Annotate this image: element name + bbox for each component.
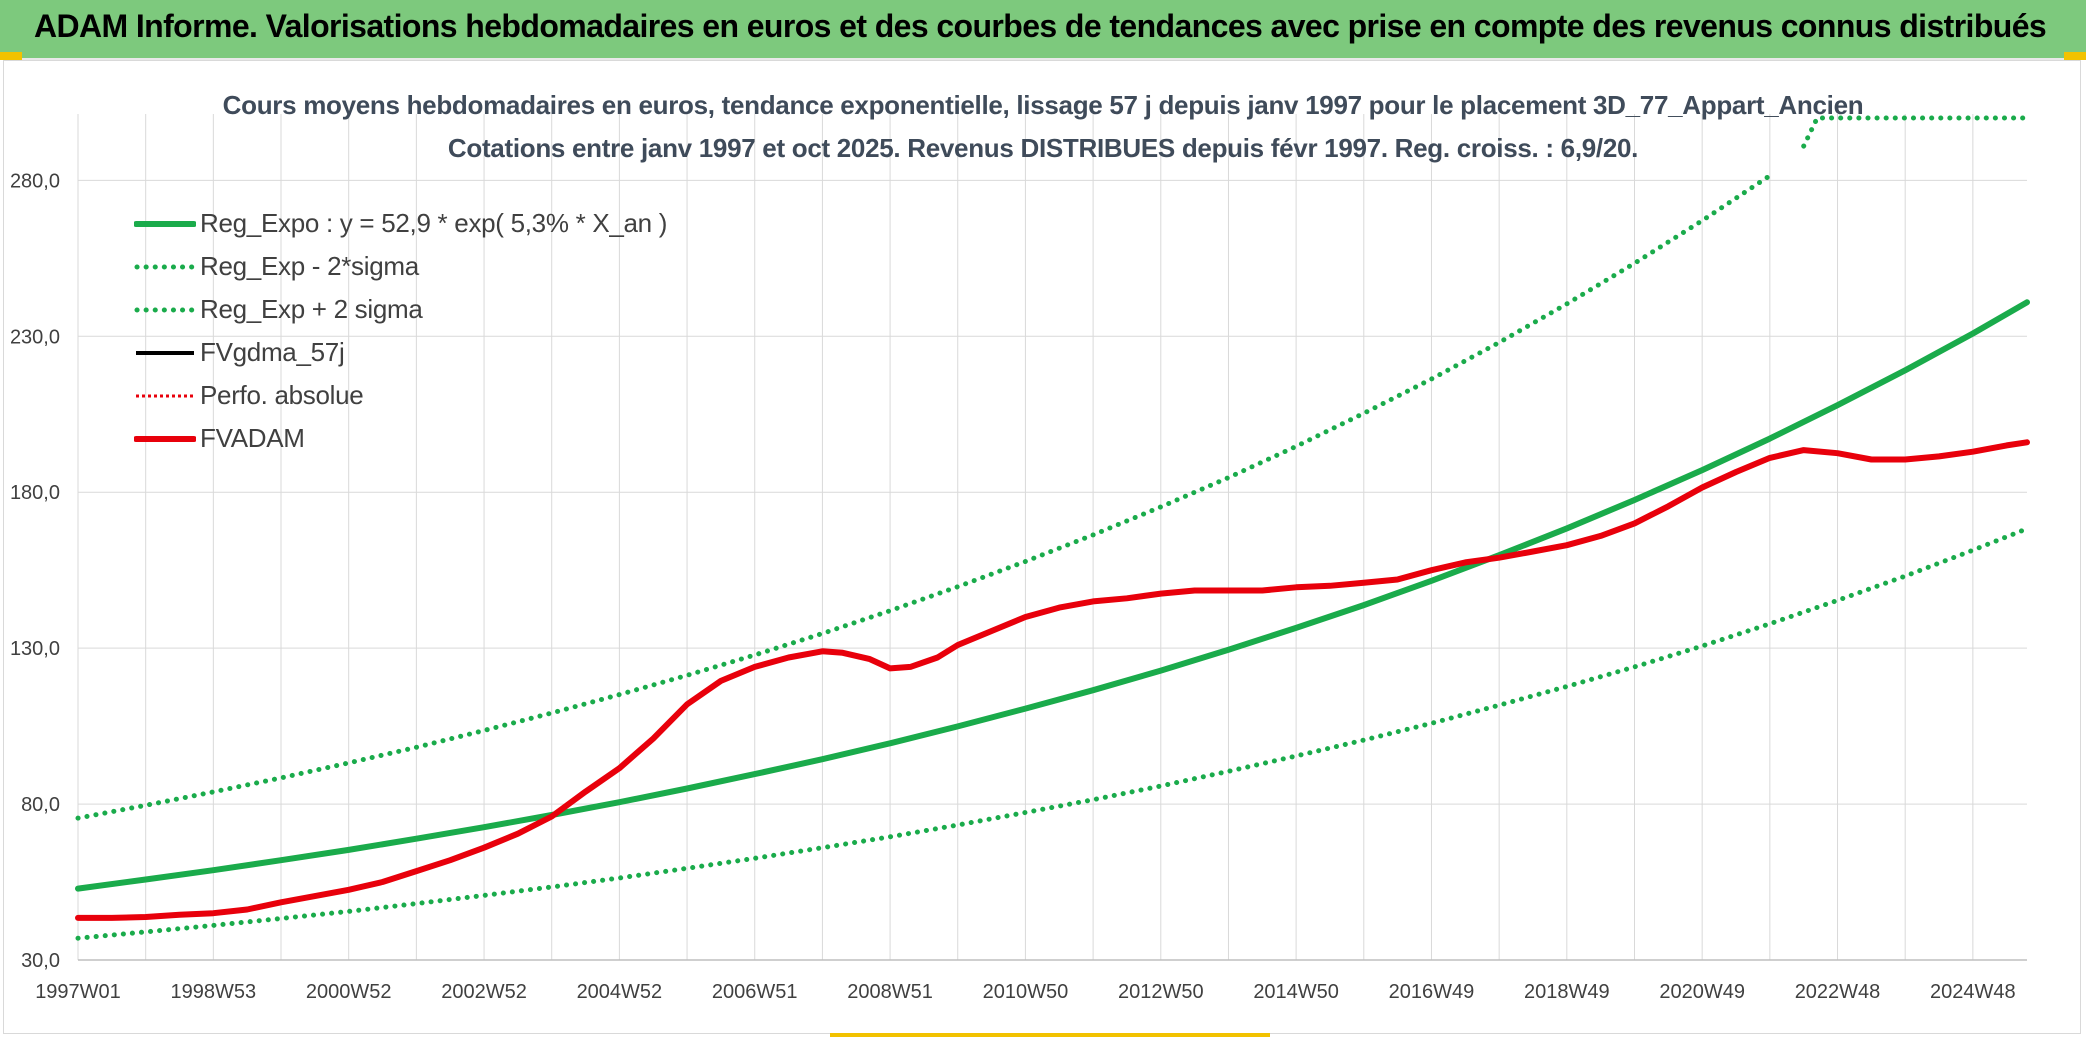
banner-accent-left	[0, 52, 22, 60]
legend-label: FVADAM	[200, 423, 305, 453]
x-tick-label: 1997W01	[35, 981, 121, 1003]
legend-item-perfo[interactable]: Perfo. absolue	[134, 374, 667, 417]
x-tick-label: 2022W48	[1795, 981, 1881, 1003]
legend-item-reg-exp-plus[interactable]: Reg_Exp + 2 sigma	[134, 288, 667, 331]
bottom-accent-bar	[830, 1033, 1270, 1037]
series-line-reg-exp-plus-2sigma	[75, 173, 1773, 821]
x-tick-label: 2006W51	[712, 981, 798, 1003]
x-tick-label: 2004W52	[577, 981, 663, 1003]
series-line-reg-exp-minus-2sigma	[75, 526, 2030, 941]
legend-item-reg-expo[interactable]: Reg_Expo : y = 52,9 * exp( 5,3% * X_an )	[134, 202, 667, 245]
x-tick-label: 2024W48	[1930, 981, 2016, 1003]
series-line-fvadam	[75, 439, 2030, 921]
y-tick-label: 180,0	[10, 482, 60, 504]
y-tick-label: 280,0	[10, 170, 60, 192]
y-tick-label: 30,0	[21, 950, 60, 972]
chart-legend: Reg_Expo : y = 52,9 * exp( 5,3% * X_an )…	[134, 202, 667, 460]
x-tick-label: 2002W52	[441, 981, 527, 1003]
x-tick-label: 2000W52	[306, 981, 392, 1003]
x-tick-label: 1998W53	[171, 981, 257, 1003]
series-group	[75, 115, 2030, 941]
legend-label: Reg_Exp + 2 sigma	[200, 294, 423, 324]
y-tick-label: 130,0	[10, 638, 60, 660]
y-tick-label: 80,0	[21, 794, 60, 816]
legend-item-reg-exp-minus[interactable]: Reg_Exp - 2*sigma	[134, 245, 667, 288]
series-line-reg-exp-plus-2sigma	[1801, 115, 2030, 149]
legend-item-fvadam[interactable]: FVADAM	[134, 417, 667, 460]
chart-subtitle: Cotations entre janv 1997 et oct 2025. R…	[447, 133, 1639, 163]
header-banner	[0, 0, 2086, 60]
series-line-reg-expo	[75, 299, 2030, 892]
banner-accent-right	[2064, 52, 2086, 60]
legend-swatch-dotted-red	[136, 394, 194, 397]
legend-swatch-dotted-green	[134, 307, 196, 312]
x-tick-label: 2018W49	[1524, 981, 1610, 1003]
legend-swatch-solid-red	[134, 435, 196, 442]
x-tick-label: 2012W50	[1118, 981, 1204, 1003]
legend-swatch-solid-black	[136, 350, 194, 355]
x-tick-label: 2020W49	[1659, 981, 1745, 1003]
legend-swatch-solid-green	[134, 220, 196, 227]
report-title: ADAM Informe. Valorisations hebdomadaire…	[34, 8, 2047, 44]
legend-swatch-dotted-green	[134, 264, 196, 269]
legend-label: FVgdma_57j	[200, 337, 345, 367]
legend-label: Perfo. absolue	[200, 380, 364, 410]
y-tick-label: 230,0	[10, 326, 60, 348]
legend-label: Reg_Expo : y = 52,9 * exp( 5,3% * X_an )	[200, 208, 668, 238]
x-tick-label: 2008W51	[847, 981, 933, 1003]
axes: 30,0 80,0 130,0 180,0 230,0 280,0 1997W01 1998W…	[10, 170, 2027, 1003]
x-tick-label: 2016W49	[1389, 981, 1475, 1003]
chart-title: Cours moyens hebdomadaires en euros, ten…	[222, 90, 1864, 120]
legend-label: Reg_Exp - 2*sigma	[200, 251, 419, 281]
x-tick-label: 2014W50	[1253, 981, 1339, 1003]
legend-item-fvgdma[interactable]: FVgdma_57j	[134, 331, 667, 374]
x-tick-label: 2010W50	[983, 981, 1069, 1003]
